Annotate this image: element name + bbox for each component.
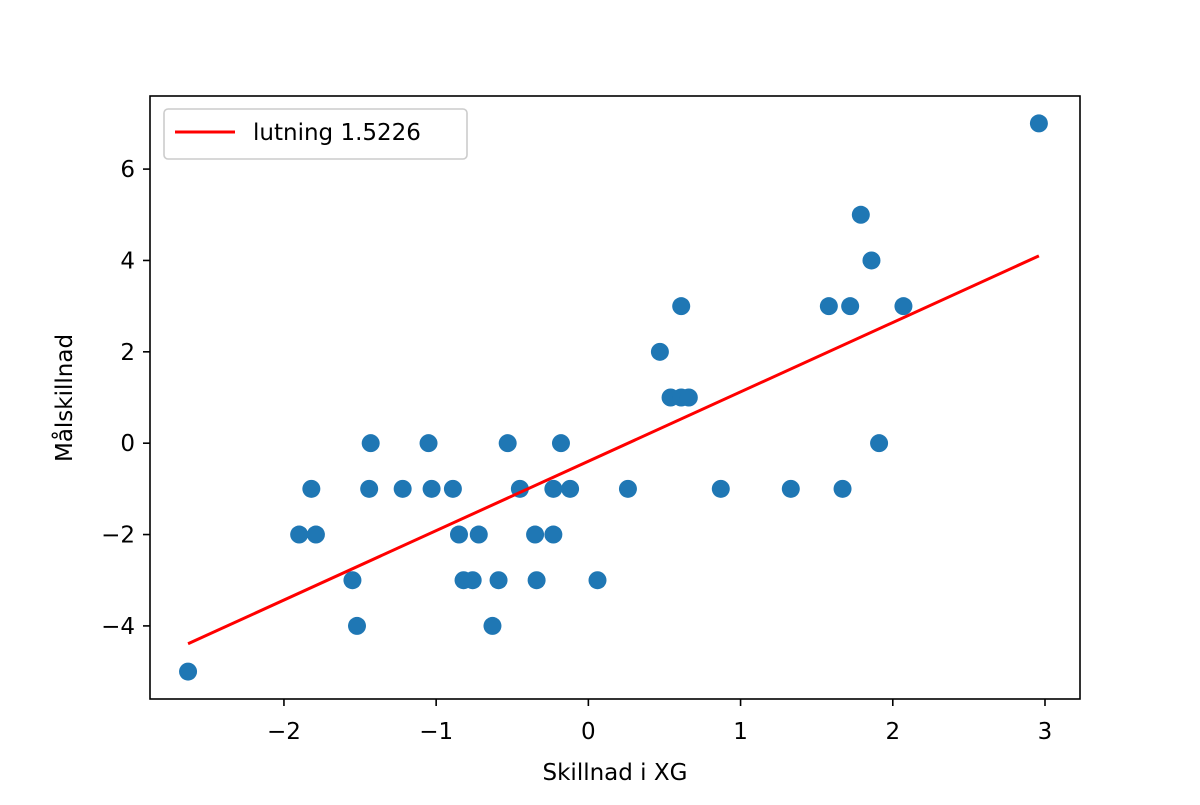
data-point: [526, 525, 545, 544]
y-tick-label: 6: [120, 157, 135, 183]
data-point: [588, 571, 607, 590]
data-point: [1029, 114, 1048, 133]
data-point: [544, 479, 563, 498]
data-point: [833, 479, 852, 498]
data-point: [449, 525, 468, 544]
data-point: [469, 525, 488, 544]
data-point: [544, 525, 563, 544]
regression-line: [187, 254, 1040, 646]
y-tick-label: −2: [101, 523, 135, 549]
data-point: [443, 479, 462, 498]
data-point: [361, 434, 380, 453]
data-point: [179, 662, 198, 681]
data-point: [419, 434, 438, 453]
y-tick-label: 4: [120, 248, 135, 274]
data-point: [483, 616, 502, 635]
data-point: [393, 479, 412, 498]
x-tick-label: 1: [733, 719, 748, 745]
legend-box: [163, 108, 468, 160]
data-point: [862, 251, 881, 270]
data-point: [527, 571, 546, 590]
x-tick-label: 3: [1038, 719, 1053, 745]
data-point: [679, 388, 698, 407]
data-point: [302, 479, 321, 498]
data-point: [463, 571, 482, 590]
data-point: [290, 525, 309, 544]
y-tick-label: −4: [101, 614, 135, 640]
plot-area-frame: [149, 95, 1081, 700]
x-tick-label: −2: [267, 719, 301, 745]
y-tick-label: 0: [120, 431, 135, 457]
y-tick-label: 2: [120, 340, 135, 366]
data-point: [894, 297, 913, 316]
x-tick-label: 0: [581, 719, 596, 745]
data-point: [561, 479, 580, 498]
x-axis-label: Skillnad i XG: [543, 760, 688, 786]
data-point: [498, 434, 517, 453]
legend: lutning 1.5226: [163, 108, 468, 160]
data-point: [781, 479, 800, 498]
data-point: [650, 342, 669, 361]
data-point: [819, 297, 838, 316]
data-point: [422, 479, 441, 498]
data-point: [348, 616, 366, 635]
data-point: [841, 297, 860, 316]
data-point: [360, 479, 379, 498]
data-point: [551, 434, 570, 453]
data-point: [618, 479, 637, 498]
x-tick-label: 2: [885, 719, 900, 745]
x-tick-label: −1: [419, 719, 453, 745]
data-point: [343, 571, 362, 590]
data-point: [489, 571, 508, 590]
data-point: [672, 297, 691, 316]
data-point: [870, 434, 889, 453]
y-axis-label: Målskillnad: [50, 334, 78, 462]
data-point: [306, 525, 325, 544]
data-point: [851, 205, 870, 224]
legend-label: lutning 1.5226: [253, 120, 421, 146]
data-point: [711, 479, 730, 498]
